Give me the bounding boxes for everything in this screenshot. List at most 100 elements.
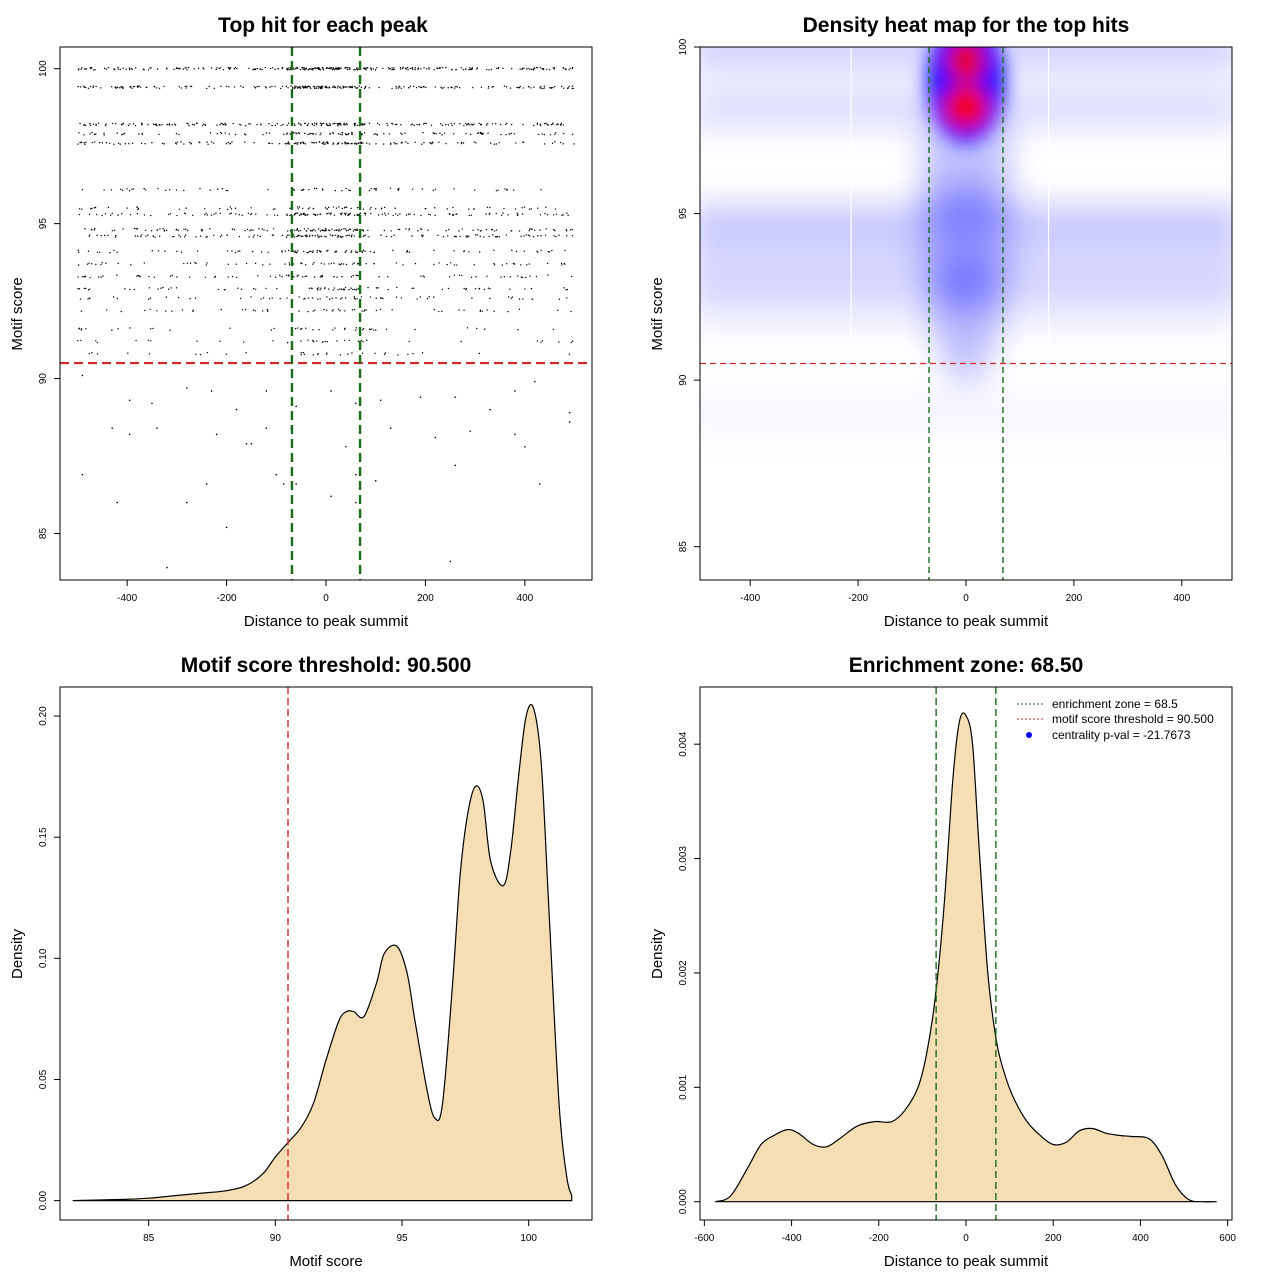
- scatter-point: [121, 213, 123, 215]
- scatter-point: [114, 123, 117, 125]
- scatter-point: [345, 122, 348, 125]
- scatter-point: [297, 230, 300, 232]
- scatter-point: [303, 298, 305, 300]
- scatter-point: [452, 206, 454, 209]
- scatter-point: [489, 297, 491, 300]
- scatter-point: [329, 124, 331, 127]
- scatter-point: [317, 87, 320, 89]
- scatter-point: [168, 123, 170, 125]
- scatter-point: [441, 310, 443, 313]
- scatter-point: [299, 214, 301, 217]
- scatter-point: [423, 276, 425, 278]
- scatter-point: [382, 67, 384, 70]
- scatter-point: [347, 234, 349, 237]
- scatter-point: [144, 189, 147, 191]
- scatter-point: [343, 227, 345, 230]
- scatter-point: [116, 501, 118, 504]
- scatter-point: [468, 68, 470, 71]
- scatter-point: [284, 250, 287, 252]
- scatter-point: [386, 122, 388, 125]
- scatter-point: [252, 309, 255, 311]
- scatter-point: [126, 207, 128, 209]
- scatter-title: Top hit for each peak: [218, 14, 428, 37]
- scatter-point: [300, 213, 302, 215]
- legend-label-pval: centrality p-val = -21.7673: [1052, 728, 1191, 742]
- scatter-point: [167, 213, 170, 216]
- scatter-point: [281, 251, 283, 253]
- scatter-point: [321, 275, 323, 278]
- scatter-point: [548, 251, 551, 253]
- scatter-point: [233, 68, 236, 70]
- scatter-point: [571, 87, 573, 90]
- scatter-point: [304, 297, 306, 300]
- scatter-point: [120, 310, 122, 313]
- scatter-point: [468, 214, 470, 217]
- scatter-point: [445, 229, 447, 232]
- scatter-point: [103, 234, 106, 237]
- scatter-point: [324, 86, 326, 88]
- scatter-point: [94, 141, 96, 143]
- scatter-point: [316, 234, 319, 236]
- scatter-point: [292, 86, 294, 89]
- scatter-point: [229, 67, 231, 69]
- y-tick-label: 95: [678, 208, 689, 220]
- scatter-point: [331, 235, 333, 237]
- scatter-point: [204, 208, 206, 210]
- scatter-point: [348, 213, 350, 216]
- scatter-point: [163, 143, 165, 145]
- scatter-point: [355, 250, 357, 252]
- scatter-point: [163, 230, 166, 232]
- scatter-point: [528, 86, 530, 88]
- scatter-point: [434, 188, 437, 190]
- scatter-point: [185, 501, 188, 504]
- scatter-point: [223, 289, 225, 291]
- scatter-point: [95, 133, 97, 135]
- scatter-point: [411, 66, 414, 69]
- scatter-point: [132, 85, 135, 88]
- scatter-point: [363, 87, 366, 90]
- scatter-point: [206, 262, 208, 264]
- scatter-point: [477, 229, 479, 231]
- scatter-point: [402, 66, 404, 69]
- scatter-point: [311, 251, 314, 253]
- scatter-point: [334, 229, 336, 231]
- scatter-point: [528, 263, 530, 265]
- scatter-point: [307, 228, 309, 230]
- scatter-point: [383, 229, 386, 232]
- scatter-point: [356, 124, 359, 127]
- scatter-point: [132, 123, 135, 125]
- scatter-point: [127, 352, 129, 354]
- scatter-point: [203, 68, 205, 70]
- scatter-point: [174, 124, 177, 126]
- scatter-point: [399, 86, 401, 88]
- scatter-point: [293, 236, 296, 238]
- scatter-point: [255, 288, 257, 290]
- scatter-point: [339, 230, 341, 232]
- scatter-point: [486, 206, 489, 208]
- scatter-point: [287, 249, 290, 252]
- scatter-point: [460, 67, 462, 69]
- scatter-point: [286, 214, 288, 217]
- scatter-point: [566, 235, 568, 237]
- scatter-point: [267, 251, 269, 254]
- scatter-point: [103, 134, 105, 136]
- scatter-point: [326, 309, 328, 311]
- scatter-point: [332, 132, 335, 135]
- scatter-point: [186, 229, 189, 232]
- scatter-point: [433, 69, 435, 71]
- scatter-point: [297, 208, 299, 210]
- scatter-point: [186, 262, 189, 265]
- scatter-point: [389, 187, 392, 190]
- scatter-point: [161, 142, 164, 145]
- scatter-point: [227, 263, 230, 266]
- scatter-point: [350, 276, 353, 278]
- scatter-point: [306, 85, 309, 88]
- scatter-point: [317, 287, 320, 289]
- scatter-point: [459, 235, 461, 238]
- scatter-point: [546, 123, 549, 126]
- scatter-point: [413, 85, 415, 88]
- scatter-point: [309, 229, 312, 232]
- scatter-point: [519, 85, 521, 88]
- scatter-point: [178, 86, 180, 88]
- scatter-point: [233, 228, 236, 231]
